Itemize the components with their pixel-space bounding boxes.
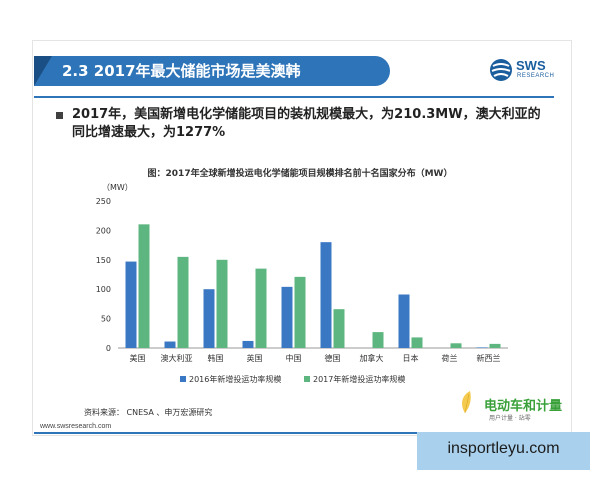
- bar-2017: [138, 224, 150, 348]
- header-divider: [34, 96, 554, 98]
- bar-2017: [489, 343, 501, 348]
- y-tick-label: 250: [96, 197, 111, 206]
- y-tick-label: 200: [96, 226, 111, 235]
- bar-2017: [294, 276, 306, 348]
- x-tick-label: 中国: [286, 353, 302, 363]
- y-axis-label: （MW）: [102, 183, 133, 192]
- bar-2017: [372, 332, 384, 348]
- source-note: 资料来源： CNESA 、申万宏源研究: [84, 408, 213, 417]
- y-tick-label: 50: [101, 315, 111, 324]
- bar-2017: [450, 343, 462, 348]
- x-tick-label: 加拿大: [360, 353, 384, 363]
- legend-swatch: [180, 376, 186, 382]
- legend-label: 2017年新增投运功率规模: [313, 374, 405, 384]
- watermark-brand: 电动车和计量: [484, 399, 563, 414]
- bar-2016: [320, 242, 332, 348]
- bar-2017: [255, 268, 267, 348]
- bar-2017: [333, 309, 345, 348]
- bar-2017: [177, 256, 189, 348]
- logo-subtext: RESEARCH: [517, 73, 555, 79]
- website-url: www.swsresearch.com: [40, 423, 112, 430]
- title-bar: [34, 56, 390, 86]
- bar-2016: [203, 289, 215, 348]
- sws-logo-icon: [490, 59, 512, 81]
- watermark-brand-sub: 用户计量 · 站零: [489, 415, 531, 422]
- bar-2017: [411, 337, 423, 348]
- bar-2016: [398, 294, 410, 348]
- x-tick-label: 英国: [247, 353, 263, 363]
- y-tick-label: 100: [96, 285, 111, 294]
- x-tick-label: 韩国: [208, 353, 224, 363]
- feather-logo-icon: [462, 391, 471, 414]
- x-tick-label: 澳大利亚: [161, 353, 193, 363]
- legend-label: 2016年新增投运功率规模: [189, 374, 281, 384]
- x-tick-label: 美国: [130, 353, 146, 363]
- watermark-banner: [417, 432, 590, 470]
- y-tick-label: 0: [106, 344, 111, 353]
- legend-swatch: [304, 376, 310, 382]
- footer-divider: [34, 432, 570, 434]
- slide-background: [32, 40, 572, 436]
- x-tick-label: 荷兰: [442, 353, 458, 363]
- title-bar-accent: [34, 56, 52, 86]
- chart-title: 图：2017年全球新增投运电化学储能项目规模排名前十名国家分布（MW）: [147, 169, 453, 179]
- y-tick-label: 150: [96, 256, 111, 265]
- x-tick-label: 德国: [325, 353, 341, 363]
- bullet-text: 2017年，美国新增电化学储能项目的装机规模最大，为210.3MW，澳大利亚的同…: [72, 107, 541, 140]
- x-tick-label: 新西兰: [477, 353, 501, 363]
- bar-2017: [216, 259, 228, 348]
- bullet-square-icon: [56, 112, 63, 119]
- bar-2016: [476, 347, 488, 348]
- x-tick-label: 日本: [403, 353, 419, 363]
- bar-2016: [125, 261, 137, 348]
- bar-2016: [281, 286, 293, 348]
- slide-title: 2.3 2017年最大储能市场是美澳韩: [62, 62, 301, 80]
- watermark-site: insportleyu.com: [447, 440, 560, 457]
- bar-2016: [242, 340, 254, 348]
- bar-2016: [164, 341, 176, 348]
- logo-text: SWS: [516, 58, 546, 73]
